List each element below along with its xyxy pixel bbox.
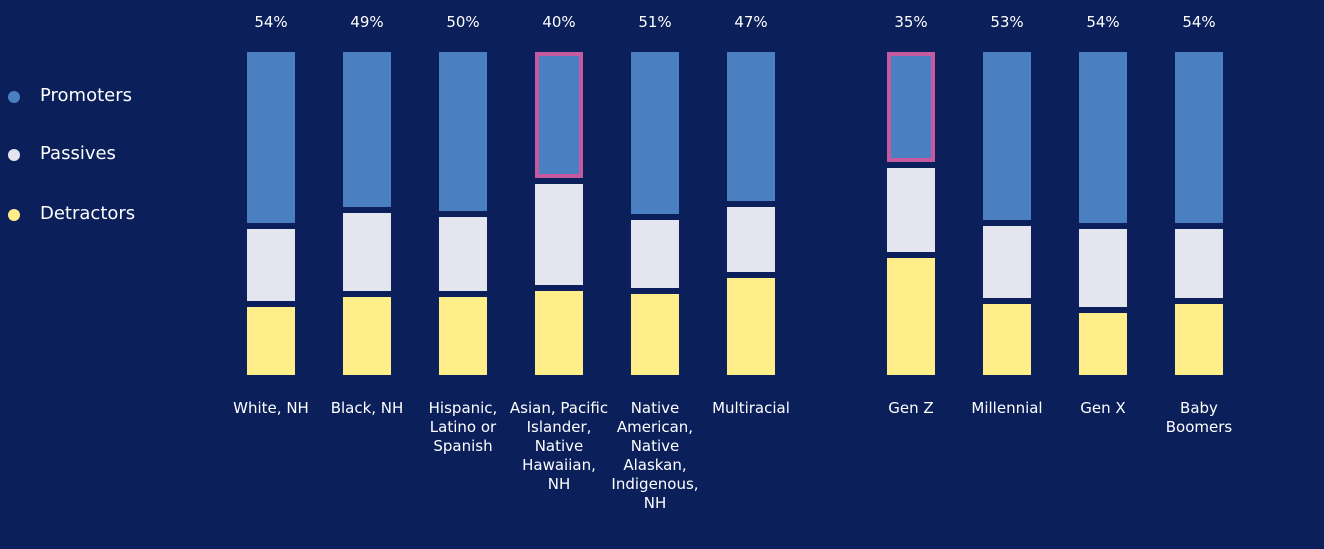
value-label: 49% xyxy=(350,13,384,31)
value-label: 53% xyxy=(990,13,1024,31)
bar-segment xyxy=(983,303,1031,375)
bar-segment xyxy=(631,219,679,288)
bar-segment xyxy=(1175,229,1223,298)
bar-segment xyxy=(247,306,295,375)
category-label: Hispanic, Latino or Spanish xyxy=(428,399,498,455)
legend-marker xyxy=(8,209,20,221)
bar-segment xyxy=(247,229,295,301)
category-label: Baby Boomers xyxy=(1165,399,1233,436)
bar-segment xyxy=(343,52,391,208)
category-label: Millennial xyxy=(971,399,1043,417)
bar-segment xyxy=(439,297,487,375)
bar-segment xyxy=(887,168,935,253)
category-label: White, NH xyxy=(233,399,309,417)
value-label: 54% xyxy=(254,13,288,31)
bar-segment xyxy=(887,52,935,163)
category-label: Multiracial xyxy=(712,399,790,417)
bar-segment xyxy=(439,52,487,211)
category-label: Black, NH xyxy=(330,399,404,417)
category-label: Gen X xyxy=(1080,399,1126,417)
legend-label: Detractors xyxy=(40,203,136,224)
value-label: 51% xyxy=(638,13,672,31)
bar-segment xyxy=(631,52,679,214)
bar-segment xyxy=(727,277,775,375)
bar-segment xyxy=(247,52,295,224)
value-label: 35% xyxy=(894,13,928,31)
bar-segment xyxy=(887,258,935,375)
value-label: 47% xyxy=(734,13,768,31)
bar-segment xyxy=(727,52,775,201)
category-label: Gen Z xyxy=(888,399,934,417)
value-label: 54% xyxy=(1086,13,1120,31)
bar-segment xyxy=(727,206,775,272)
bar-segment xyxy=(343,297,391,375)
bar-segment xyxy=(1079,52,1127,224)
bar-segment xyxy=(535,52,583,179)
bar-segment xyxy=(631,294,679,375)
legend-marker xyxy=(8,149,20,161)
category-label: Native American, Native Alaskan, Indigen… xyxy=(611,399,699,512)
bar-segment xyxy=(535,290,583,375)
value-label: 54% xyxy=(1182,13,1216,31)
bar-segment xyxy=(983,226,1031,298)
bar-segment xyxy=(1175,52,1223,224)
category-label: Asian, Pacific Islander, Native Hawaiian… xyxy=(509,399,609,493)
bar-segment xyxy=(535,184,583,285)
bar-segment xyxy=(983,52,1031,221)
legend-marker xyxy=(8,91,20,103)
legend-label: Passives xyxy=(40,143,116,164)
bar-segment xyxy=(1175,303,1223,375)
bar-segment xyxy=(439,216,487,292)
value-label: 50% xyxy=(446,13,480,31)
bar-segment xyxy=(343,213,391,292)
bar-segment xyxy=(1079,229,1127,308)
value-label: 40% xyxy=(542,13,576,31)
legend-label: Promoters xyxy=(40,85,133,106)
bar-segment xyxy=(1079,313,1127,375)
